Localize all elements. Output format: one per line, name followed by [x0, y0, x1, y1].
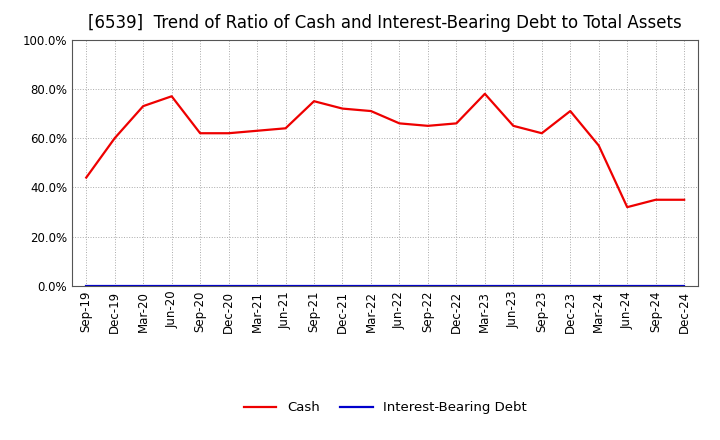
Cash: [282, 126, 290, 131]
Legend: Cash, Interest-Bearing Debt: Cash, Interest-Bearing Debt: [238, 396, 532, 420]
Interest-Bearing Debt: [395, 283, 404, 289]
Cash: [225, 131, 233, 136]
Interest-Bearing Debt: [680, 283, 688, 289]
Cash: [366, 108, 375, 114]
Cash: [253, 128, 261, 133]
Cash: [167, 94, 176, 99]
Interest-Bearing Debt: [452, 283, 461, 289]
Title: [6539]  Trend of Ratio of Cash and Interest-Bearing Debt to Total Assets: [6539] Trend of Ratio of Cash and Intere…: [89, 15, 682, 33]
Cash: [338, 106, 347, 111]
Cash: [595, 143, 603, 148]
Cash: [509, 123, 518, 128]
Cash: [652, 197, 660, 202]
Cash: [480, 91, 489, 96]
Cash: [623, 205, 631, 210]
Line: Cash: Cash: [86, 94, 684, 207]
Interest-Bearing Debt: [196, 283, 204, 289]
Interest-Bearing Debt: [338, 283, 347, 289]
Cash: [537, 131, 546, 136]
Interest-Bearing Debt: [167, 283, 176, 289]
Interest-Bearing Debt: [366, 283, 375, 289]
Cash: [110, 136, 119, 141]
Interest-Bearing Debt: [623, 283, 631, 289]
Interest-Bearing Debt: [652, 283, 660, 289]
Interest-Bearing Debt: [253, 283, 261, 289]
Interest-Bearing Debt: [82, 283, 91, 289]
Cash: [680, 197, 688, 202]
Interest-Bearing Debt: [480, 283, 489, 289]
Interest-Bearing Debt: [282, 283, 290, 289]
Cash: [452, 121, 461, 126]
Interest-Bearing Debt: [310, 283, 318, 289]
Cash: [423, 123, 432, 128]
Interest-Bearing Debt: [423, 283, 432, 289]
Interest-Bearing Debt: [139, 283, 148, 289]
Interest-Bearing Debt: [537, 283, 546, 289]
Cash: [82, 175, 91, 180]
Cash: [395, 121, 404, 126]
Interest-Bearing Debt: [509, 283, 518, 289]
Cash: [310, 99, 318, 104]
Interest-Bearing Debt: [225, 283, 233, 289]
Interest-Bearing Debt: [595, 283, 603, 289]
Cash: [139, 103, 148, 109]
Interest-Bearing Debt: [110, 283, 119, 289]
Cash: [566, 108, 575, 114]
Interest-Bearing Debt: [566, 283, 575, 289]
Cash: [196, 131, 204, 136]
